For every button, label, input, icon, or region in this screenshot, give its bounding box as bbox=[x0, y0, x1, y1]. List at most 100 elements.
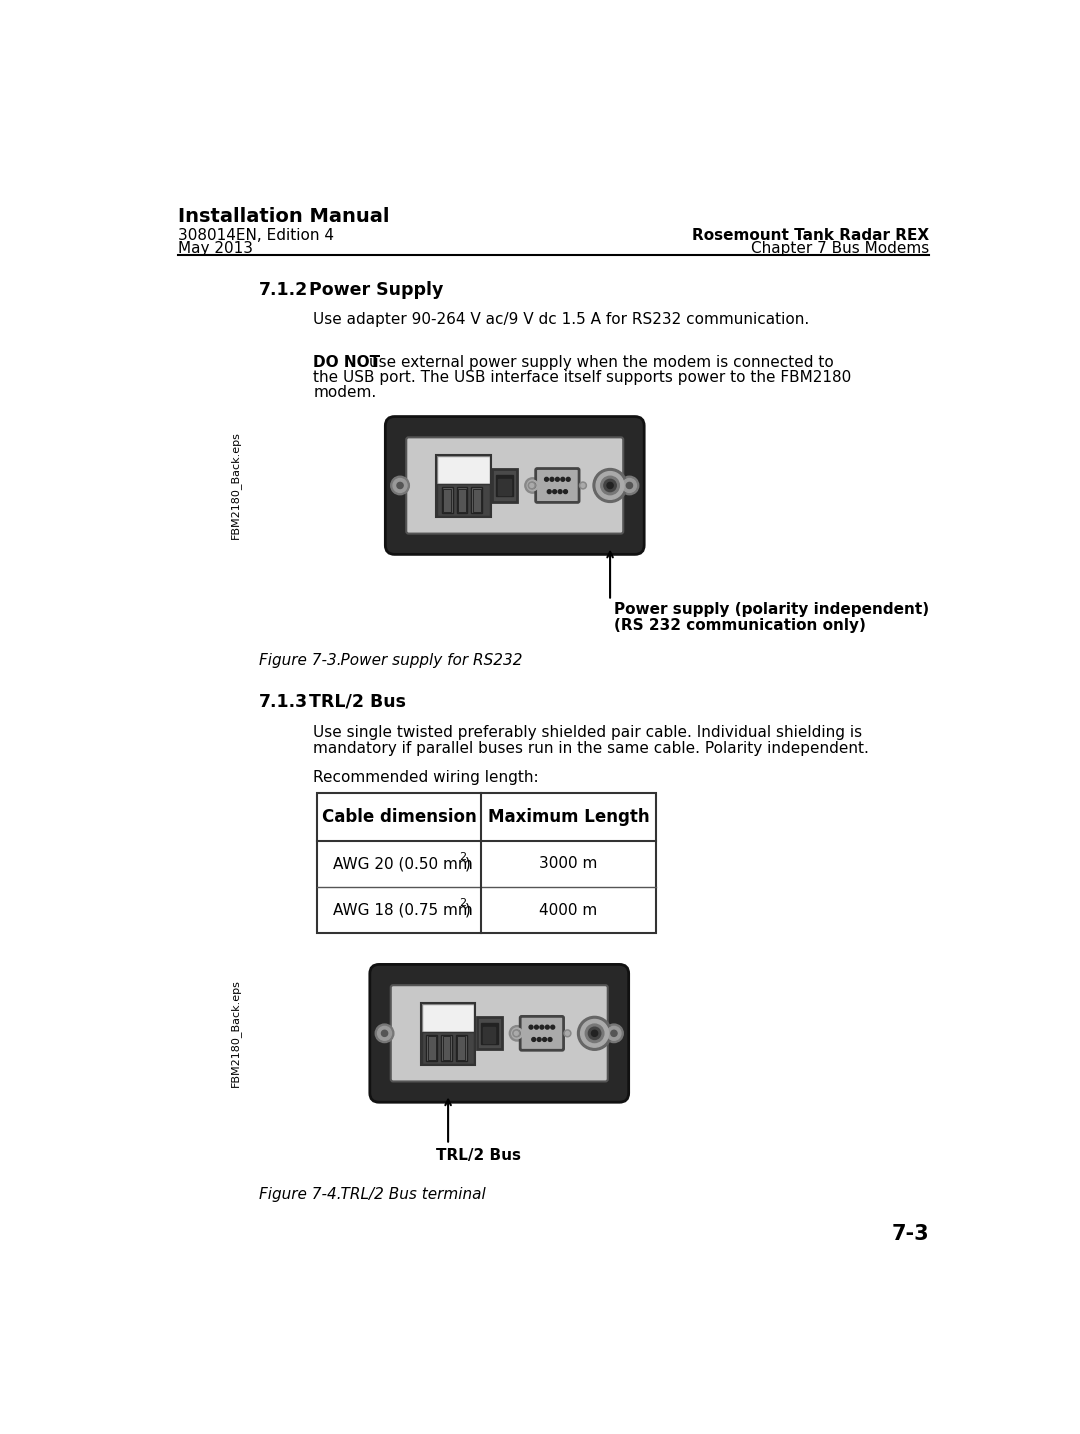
Circle shape bbox=[578, 1017, 611, 1050]
Circle shape bbox=[375, 1024, 394, 1043]
Circle shape bbox=[592, 1030, 597, 1037]
Text: 4000 m: 4000 m bbox=[540, 902, 597, 918]
FancyBboxPatch shape bbox=[441, 1035, 451, 1061]
Circle shape bbox=[542, 1038, 546, 1041]
Text: Chapter 7 Bus Modems: Chapter 7 Bus Modems bbox=[751, 241, 930, 257]
Text: 7.1.3: 7.1.3 bbox=[259, 693, 308, 711]
Circle shape bbox=[626, 482, 633, 489]
Text: Figure 7-4.: Figure 7-4. bbox=[259, 1187, 341, 1202]
Text: Power Supply: Power Supply bbox=[309, 281, 444, 300]
Circle shape bbox=[600, 476, 619, 495]
Circle shape bbox=[529, 1025, 532, 1030]
Circle shape bbox=[611, 1030, 617, 1037]
Circle shape bbox=[564, 489, 567, 493]
Text: the USB port. The USB interface itself supports power to the FBM2180: the USB port. The USB interface itself s… bbox=[313, 370, 851, 384]
FancyBboxPatch shape bbox=[437, 456, 490, 483]
FancyBboxPatch shape bbox=[458, 1037, 465, 1060]
FancyBboxPatch shape bbox=[473, 489, 481, 512]
Circle shape bbox=[593, 469, 627, 502]
Circle shape bbox=[512, 1028, 523, 1038]
Circle shape bbox=[540, 1025, 544, 1030]
Circle shape bbox=[528, 482, 536, 489]
FancyBboxPatch shape bbox=[442, 488, 453, 513]
Text: ): ) bbox=[465, 902, 471, 918]
FancyBboxPatch shape bbox=[369, 965, 629, 1103]
Circle shape bbox=[530, 483, 534, 488]
Text: Power supply (polarity independent): Power supply (polarity independent) bbox=[613, 602, 929, 617]
FancyBboxPatch shape bbox=[386, 416, 644, 555]
Circle shape bbox=[620, 476, 638, 495]
Text: 7.1.2: 7.1.2 bbox=[259, 281, 308, 300]
Circle shape bbox=[551, 1025, 555, 1030]
Circle shape bbox=[564, 1030, 571, 1037]
Text: (RS 232 communication only): (RS 232 communication only) bbox=[613, 618, 866, 632]
Circle shape bbox=[397, 482, 403, 489]
Text: TRL/2 Bus: TRL/2 Bus bbox=[436, 1149, 522, 1163]
FancyBboxPatch shape bbox=[427, 1035, 437, 1061]
Circle shape bbox=[545, 1025, 550, 1030]
Circle shape bbox=[548, 1038, 552, 1041]
Text: 3000 m: 3000 m bbox=[539, 856, 598, 872]
Polygon shape bbox=[499, 479, 511, 495]
Text: Maximum Length: Maximum Length bbox=[488, 807, 649, 826]
FancyBboxPatch shape bbox=[428, 1037, 435, 1060]
Text: AWG 20 (0.50 mm: AWG 20 (0.50 mm bbox=[333, 856, 472, 872]
Circle shape bbox=[550, 478, 554, 482]
Text: Rosemount Tank Radar REX: Rosemount Tank Radar REX bbox=[692, 228, 930, 242]
Circle shape bbox=[548, 489, 551, 493]
FancyBboxPatch shape bbox=[492, 469, 517, 502]
Circle shape bbox=[566, 1031, 569, 1035]
Text: DO NOT: DO NOT bbox=[313, 354, 380, 370]
FancyBboxPatch shape bbox=[443, 1037, 450, 1060]
Text: 2: 2 bbox=[459, 852, 467, 862]
FancyBboxPatch shape bbox=[456, 1035, 467, 1061]
Text: Installation Manual: Installation Manual bbox=[177, 206, 389, 225]
Circle shape bbox=[393, 479, 407, 492]
Bar bbox=[318, 793, 656, 934]
Circle shape bbox=[513, 1030, 519, 1037]
Text: mandatory if parallel buses run in the same cable. Polarity independent.: mandatory if parallel buses run in the s… bbox=[313, 741, 869, 756]
Text: Power supply for RS232: Power supply for RS232 bbox=[321, 652, 523, 668]
FancyBboxPatch shape bbox=[422, 1004, 474, 1032]
FancyBboxPatch shape bbox=[386, 416, 644, 555]
Circle shape bbox=[566, 478, 570, 482]
Circle shape bbox=[391, 476, 409, 495]
Circle shape bbox=[604, 479, 617, 492]
FancyBboxPatch shape bbox=[471, 488, 482, 513]
Text: May 2013: May 2013 bbox=[177, 241, 253, 257]
Text: Figure 7-3.: Figure 7-3. bbox=[259, 652, 341, 668]
Circle shape bbox=[514, 1030, 521, 1037]
Text: Cable dimension: Cable dimension bbox=[322, 807, 476, 826]
Circle shape bbox=[537, 1038, 541, 1041]
Text: TRL/2 Bus terminal: TRL/2 Bus terminal bbox=[321, 1187, 486, 1202]
Circle shape bbox=[510, 1025, 525, 1041]
FancyBboxPatch shape bbox=[406, 437, 623, 533]
Circle shape bbox=[544, 478, 549, 482]
Circle shape bbox=[529, 482, 536, 489]
Text: 308014EN, Edition 4: 308014EN, Edition 4 bbox=[177, 228, 334, 242]
FancyBboxPatch shape bbox=[391, 985, 608, 1081]
FancyBboxPatch shape bbox=[422, 1032, 474, 1064]
FancyBboxPatch shape bbox=[481, 1022, 498, 1044]
Polygon shape bbox=[483, 1027, 496, 1043]
Circle shape bbox=[514, 1031, 518, 1035]
Circle shape bbox=[581, 1020, 608, 1047]
FancyBboxPatch shape bbox=[496, 475, 513, 496]
Circle shape bbox=[378, 1027, 392, 1040]
Circle shape bbox=[581, 483, 585, 488]
FancyBboxPatch shape bbox=[369, 965, 629, 1103]
Text: ): ) bbox=[465, 856, 471, 872]
Circle shape bbox=[607, 482, 613, 489]
Circle shape bbox=[589, 1027, 600, 1040]
Circle shape bbox=[555, 478, 559, 482]
Circle shape bbox=[580, 482, 586, 489]
Text: Recommended wiring length:: Recommended wiring length: bbox=[313, 770, 539, 784]
FancyBboxPatch shape bbox=[458, 489, 465, 512]
Circle shape bbox=[605, 1024, 623, 1043]
Circle shape bbox=[553, 489, 556, 493]
FancyBboxPatch shape bbox=[536, 469, 579, 502]
FancyBboxPatch shape bbox=[476, 1017, 501, 1050]
FancyBboxPatch shape bbox=[457, 488, 468, 513]
Text: FBM2180_Back.eps: FBM2180_Back.eps bbox=[230, 979, 241, 1087]
Text: use external power supply when the modem is connected to: use external power supply when the modem… bbox=[369, 354, 834, 370]
